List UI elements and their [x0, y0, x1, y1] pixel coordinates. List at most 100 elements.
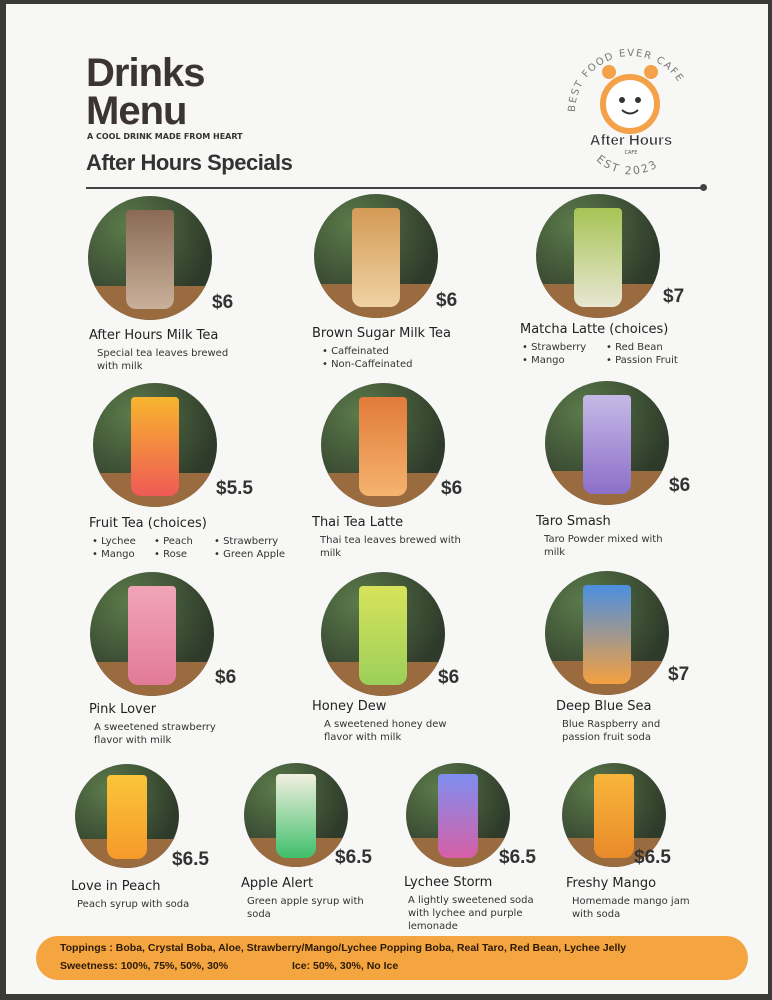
drink-cup	[352, 207, 400, 307]
option-label: Caffeinated	[331, 346, 389, 357]
item-description: A sweetened strawberry flavor with milk	[94, 722, 216, 746]
item-option: • Strawberry	[214, 536, 279, 547]
drink-cup	[574, 207, 622, 307]
toppings-text: Toppings : Boba, Crystal Boba, Aloe, Str…	[60, 942, 627, 954]
drink-cup	[583, 394, 631, 494]
item-name: Apple Alert	[241, 876, 314, 891]
drink-photo	[88, 196, 212, 320]
drink-photo	[314, 194, 438, 318]
option-label: Strawberry	[531, 342, 587, 353]
item-price: $6	[438, 667, 460, 688]
drink-photo	[562, 763, 666, 867]
tagline: A COOL DRINK MADE FROM HEART	[87, 132, 243, 141]
drink-photo	[406, 763, 510, 867]
title-line: Drinks	[86, 51, 205, 95]
item-description: Blue Raspberry and passion fruit soda	[562, 719, 661, 743]
drink-photo	[75, 764, 179, 868]
alarm-bell-icon	[602, 65, 616, 79]
item-name: Fruit Tea (choices)	[89, 516, 207, 531]
item-price: $6.5	[499, 847, 536, 868]
item-description: Taro Powder mixed with milk	[544, 534, 663, 558]
item-price: $6	[215, 667, 237, 688]
menu-title: Drinks Menu	[86, 51, 205, 133]
item-price: $6.5	[335, 847, 372, 868]
item-option: • Mango	[92, 549, 135, 560]
item-option: • Passion Fruit	[606, 355, 678, 366]
option-label: Green Apple	[223, 549, 286, 560]
item-name: Pink Lover	[89, 702, 157, 717]
drink-photo	[93, 383, 217, 507]
options-banner: Toppings : Boba, Crystal Boba, Aloe, Str…	[36, 936, 748, 980]
item-description: A lightly sweetened soda with lychee and…	[408, 895, 534, 932]
item-name: Lychee Storm	[404, 875, 493, 890]
item-option: • Mango	[522, 355, 565, 366]
item-option: • Red Bean	[606, 342, 663, 353]
drink-cup	[276, 774, 316, 858]
item-name: Deep Blue Sea	[556, 699, 652, 714]
menu-page: Drinks Menu A COOL DRINK MADE FROM HEART…	[6, 4, 768, 994]
section-heading: After Hours Specials	[86, 150, 293, 175]
drink-photo	[536, 194, 660, 318]
drink-cup	[128, 585, 176, 685]
logo-sub: CAFE	[625, 150, 638, 156]
ice-text: Ice: 50%, 30%, No Ice	[292, 960, 399, 972]
item-price: $6	[212, 292, 234, 313]
drink-cup	[583, 584, 631, 684]
item-description: Green apple syrup with soda	[247, 896, 364, 920]
drink-cup	[126, 209, 174, 309]
item-option: • Peach	[154, 536, 193, 547]
option-label: Mango	[531, 355, 565, 366]
drink-cup	[594, 774, 634, 858]
item-name: After Hours Milk Tea	[89, 328, 219, 343]
item-description: A sweetened honey dew flavor with milk	[324, 719, 447, 743]
drink-cup	[438, 774, 478, 858]
logo-arc-bottom: EST 2023	[594, 152, 658, 177]
option-label: Rose	[163, 549, 188, 560]
drink-photo	[545, 571, 669, 695]
option-label: Passion Fruit	[615, 355, 678, 366]
title-line: Menu	[86, 89, 187, 133]
drink-cup	[107, 775, 147, 859]
option-label: Mango	[101, 549, 135, 560]
cafe-logo: BEST FOOD EVER CAFE After Hours CAFE EST…	[567, 48, 684, 177]
drink-cup	[359, 585, 407, 685]
drink-photo	[321, 572, 445, 696]
item-name: Taro Smash	[536, 514, 611, 529]
item-price: $6.5	[172, 849, 209, 870]
item-price: $7	[663, 286, 685, 307]
item-price: $6.5	[634, 847, 671, 868]
drink-photo	[244, 763, 348, 867]
item-price: $6	[436, 290, 458, 311]
option-label: Strawberry	[223, 536, 279, 547]
option-label: Red Bean	[615, 342, 663, 353]
drink-photo	[321, 383, 445, 507]
item-option: • Non-Caffeinated	[322, 359, 413, 370]
option-label: Peach	[163, 536, 193, 547]
item-name: Brown Sugar Milk Tea	[312, 326, 451, 341]
drink-cup	[359, 396, 407, 496]
item-price: $6	[441, 478, 463, 499]
item-option: • Green Apple	[214, 549, 286, 560]
item-description: Thai tea leaves brewed with milk	[320, 535, 461, 559]
item-name: Thai Tea Latte	[312, 515, 404, 530]
item-name: Honey Dew	[312, 699, 387, 714]
option-label: Lychee	[101, 536, 136, 547]
item-name: Freshy Mango	[566, 876, 657, 891]
item-description: Special tea leaves brewed with milk	[97, 348, 229, 372]
svg-text:EST 2023: EST 2023	[594, 152, 660, 177]
item-option: • Lychee	[92, 536, 136, 547]
drink-photo	[90, 572, 214, 696]
item-name: Matcha Latte (choices)	[520, 322, 669, 337]
logo-name: After Hours	[590, 132, 673, 149]
divider	[86, 187, 702, 189]
item-option: • Rose	[154, 549, 188, 560]
divider-dot	[700, 184, 707, 191]
drink-photo	[545, 381, 669, 505]
item-price: $6	[669, 475, 691, 496]
option-label: Non-Caffeinated	[331, 359, 413, 370]
item-option: • Caffeinated	[322, 346, 389, 357]
alarm-bell-icon	[644, 65, 658, 79]
sweetness-text: Sweetness: 100%, 75%, 50%, 30%	[60, 960, 229, 972]
item-description: Peach syrup with soda	[77, 899, 190, 910]
item-option: • Strawberry	[522, 342, 587, 353]
